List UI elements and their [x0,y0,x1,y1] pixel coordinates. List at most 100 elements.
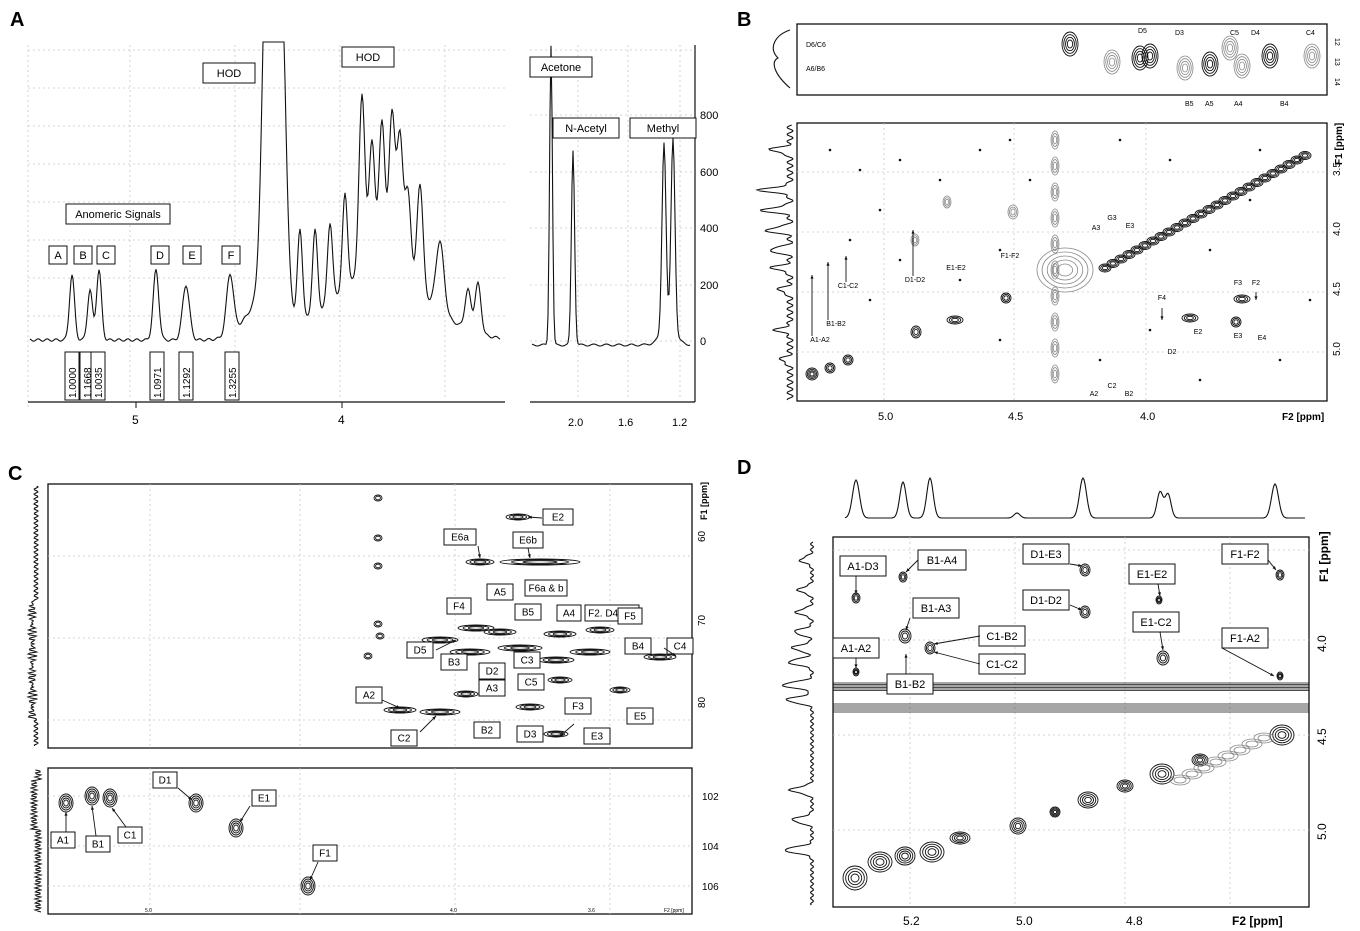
c-arrow-c1-head [112,808,116,812]
b-arrow-d1d2-head [911,230,915,234]
peak-label-e-box [182,245,202,265]
panel-b-top: D6/C6 A6/B6 D5 D3 C5 D4 C4 B5 A5 A4 B4 1… [772,23,1340,108]
b-noise-dot [1298,158,1302,162]
c-peak [453,690,479,698]
label-box-n-acetyl [552,117,620,139]
integral-value-1: 1.1668 [83,367,94,398]
b-noise-dot [958,278,962,282]
b-arrow-f2-head [1254,296,1258,300]
b-t1-noise [1050,234,1060,254]
d-arrow-c1c2-head [934,651,938,655]
c-anomeric-peak [300,876,316,896]
b-bot-b4: B4 [1280,101,1289,108]
b-top-d4: D4 [1251,30,1260,37]
b-top-c4: C4 [1306,30,1315,37]
b-noise-dot [1278,358,1282,362]
b-label-11: E2 [1194,329,1203,336]
c-label-15: C4 [674,642,687,653]
b-label-0: A1-A2 [810,337,830,344]
a-ytick-0: 0 [700,336,706,348]
c-label-16: C5 [525,678,538,689]
peak-label-c-box [96,245,116,265]
b-diagonal-peak [1202,205,1216,214]
b-bot-b5: B5 [1185,101,1194,108]
c-label-1-box [443,528,477,546]
c-anomeric-label-4: C1 [124,831,137,842]
b-diagonal-peak [1298,151,1312,160]
b-diagonal-peak [1250,178,1264,187]
b-noise-dot [878,208,882,212]
c-anomeric-peak [84,786,100,806]
b-t1-noise [1050,364,1060,384]
peak-label-d-box [150,245,170,265]
d-ytick-4.0: 4.0 [1315,635,1329,652]
c-arrow-d5-head [452,640,456,644]
c-peak [449,648,491,656]
panel-letter-d: D [737,457,751,479]
d-diagonal-peak [1149,763,1175,785]
c-arrow-e6b-head [527,554,531,558]
b-top-contours [1061,31,1321,81]
b-label-6: A3 [1092,225,1101,232]
b-label-2: C1-C2 [838,283,858,290]
b-noise-dot [828,148,832,152]
c-artifact [375,632,385,640]
integral-value-2: 1.0035 [94,367,105,398]
c-peak [585,626,615,634]
c-label-13-box [513,651,541,669]
integral-box-0 [64,351,80,401]
c-bottom-contours [58,786,316,896]
b-noise-dot [1168,158,1172,162]
c-xlabel: F2 [ppm] [664,908,684,914]
d-diagonal-peak [1009,817,1027,835]
d-label-9: A1-A2 [841,643,872,655]
c-label-6: A5 [494,588,507,599]
c-label-9-box [617,607,643,625]
peak-label-a-box [48,245,68,265]
b-arrow-b1b2-head [826,262,830,266]
c-label-3: F6a & b [528,584,563,595]
d-arrow-f1a2 [1221,647,1275,677]
spectrum-a-left [29,41,501,342]
c-label-21-box [390,729,418,747]
c-label-19-box [564,697,592,715]
c-arrow-e6a-head [477,554,481,558]
b-ytick-4.0: 4.0 [1332,222,1343,236]
d-arrow-b1a4-head [906,568,910,572]
c-arrow-b1 [91,805,97,837]
b-diagonal-peak [1186,214,1200,223]
b-label-8: E3 [1126,223,1135,230]
b-noise-dot [1008,138,1012,142]
d-arrow-d1d2-head [1078,607,1082,611]
b-t1-noise [1050,182,1060,202]
c-peak [457,624,495,632]
label-hod-1: HOD [217,68,242,80]
label-box-anomeric [65,203,171,225]
c-label-17: A3 [486,684,499,695]
c-xtick-3.6: 3.6 [588,908,595,914]
c-label-5: F4 [453,602,465,613]
b-top-ytick-12: 12 [1333,38,1340,46]
b-top-peak [1233,53,1251,79]
c-peak [499,558,581,566]
d-diagonal-peak [1269,724,1295,746]
b-noise-dot [1028,178,1032,182]
d-cross-peak [1275,569,1285,581]
a-ytick-600: 600 [700,167,718,179]
d-ridge [1193,762,1215,774]
b-diagonal-peak [1226,191,1240,201]
peak-label-boxes: A B C D E F [48,245,241,265]
c-label-17-box [478,679,506,697]
c-label-7: B5 [522,608,535,619]
b-label-5: F1-F2 [1001,253,1020,260]
c-label-20: E5 [634,712,647,723]
b-label-10: D2 [1168,349,1177,356]
d-ridge [1253,732,1275,744]
c-f1-projection [26,485,39,746]
d-cross-peak [898,571,908,583]
b-diagonal-peak [1130,245,1144,255]
b-f1-projection [755,124,794,401]
b-peak-c1 [842,354,854,366]
c-arrow-a1-head [64,812,68,816]
